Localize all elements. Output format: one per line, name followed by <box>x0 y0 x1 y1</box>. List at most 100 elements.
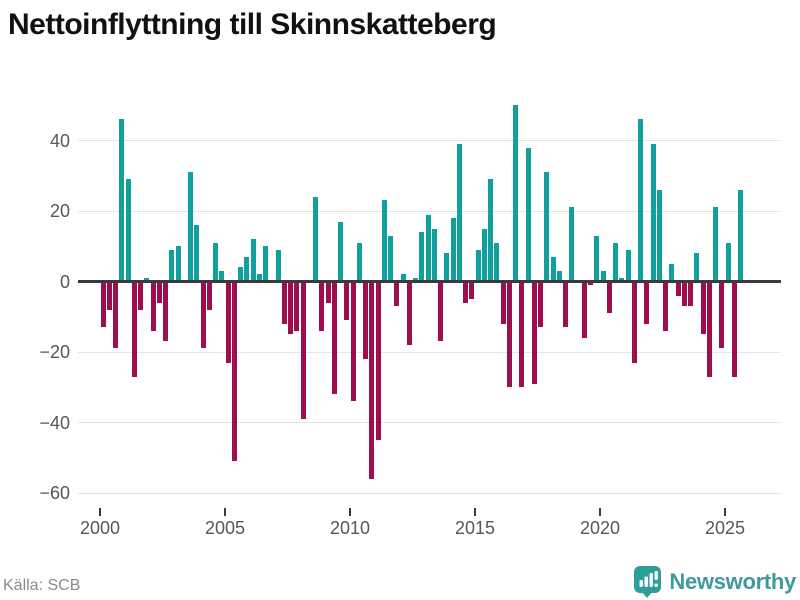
bar <box>319 281 325 331</box>
bar <box>231 281 237 462</box>
bar <box>425 214 431 282</box>
bar <box>619 277 625 282</box>
bar <box>706 281 712 377</box>
bar <box>419 232 425 282</box>
bar <box>638 119 644 282</box>
bar <box>644 281 650 324</box>
bar <box>163 281 169 342</box>
bar <box>588 281 594 286</box>
bar <box>556 270 562 282</box>
x-axis-label: 2025 <box>704 518 746 538</box>
bar <box>281 281 287 324</box>
x-axis-label: 2015 <box>454 518 496 538</box>
bar <box>200 281 206 349</box>
bar <box>138 281 144 310</box>
bar <box>344 281 350 321</box>
bar <box>625 249 631 282</box>
newsworthy-logo-text: Newsworthy <box>669 568 796 594</box>
chart-title: Nettoinflyttning till Skinnskatteberg <box>8 8 497 41</box>
bar <box>356 242 362 282</box>
gridline <box>78 351 781 353</box>
x-axis-label: 2005 <box>204 518 246 538</box>
bar <box>538 281 544 328</box>
x-axis-tick <box>99 508 101 516</box>
bar <box>144 277 150 282</box>
bar <box>206 281 212 310</box>
bar <box>688 281 694 307</box>
y-axis-label: 20 <box>49 201 70 221</box>
bar <box>125 179 131 282</box>
bar <box>100 281 106 328</box>
bar <box>406 281 412 345</box>
y-axis-label: −40 <box>39 412 70 433</box>
bar <box>331 281 337 395</box>
bar <box>613 242 619 282</box>
bar <box>438 281 444 342</box>
bar <box>313 196 319 282</box>
bar <box>481 228 487 282</box>
bar <box>456 144 462 282</box>
bar <box>394 281 400 307</box>
x-axis-tick <box>224 508 226 516</box>
bar <box>581 281 587 338</box>
bar <box>713 207 719 282</box>
bar <box>325 281 331 303</box>
x-axis-tick <box>349 508 351 516</box>
bar <box>256 274 262 282</box>
y-axis-label: 40 <box>49 130 70 151</box>
x-axis-label: 2020 <box>579 518 621 538</box>
bar <box>550 256 556 282</box>
y-axis-label: 0 <box>59 271 70 292</box>
y-axis-label: −20 <box>39 342 70 362</box>
bar <box>194 225 200 282</box>
gridline <box>78 422 781 423</box>
bar <box>513 105 519 282</box>
bar <box>594 235 600 282</box>
newsworthy-logo: Newsworthy <box>633 565 796 598</box>
gridline <box>78 210 781 212</box>
bar <box>500 281 506 324</box>
bar <box>263 246 269 282</box>
bar <box>444 253 450 282</box>
bar <box>669 263 675 282</box>
bar <box>388 235 394 282</box>
bar <box>275 249 281 282</box>
bar <box>475 249 481 282</box>
bar <box>519 281 525 388</box>
gridline <box>78 140 781 141</box>
bar <box>188 172 194 282</box>
bar <box>119 119 125 282</box>
bar <box>494 242 500 282</box>
x-axis-label: 2000 <box>79 518 121 538</box>
bar <box>719 281 725 349</box>
bar <box>450 218 456 282</box>
x-axis-tick <box>599 508 601 516</box>
bar <box>488 179 494 282</box>
bar <box>300 281 306 419</box>
bar <box>675 281 681 296</box>
bar <box>531 281 537 384</box>
bar <box>350 281 356 402</box>
bar <box>219 270 225 282</box>
source-note: Källa: SCB <box>3 577 81 594</box>
bar <box>175 246 181 282</box>
bar <box>413 277 419 282</box>
bar <box>150 281 156 331</box>
bar <box>731 281 737 377</box>
x-axis-tick <box>724 508 726 516</box>
bar <box>469 281 475 300</box>
bar <box>156 281 162 303</box>
zero-axis-line <box>78 280 781 283</box>
bar <box>238 267 244 282</box>
bar <box>738 189 744 282</box>
bar <box>663 281 669 331</box>
bar <box>338 221 344 282</box>
bar <box>700 281 706 335</box>
newsworthy-logo-icon <box>633 565 662 598</box>
bar <box>463 281 469 303</box>
bar <box>725 242 731 282</box>
bar <box>131 281 137 377</box>
x-axis-tick <box>474 508 476 516</box>
